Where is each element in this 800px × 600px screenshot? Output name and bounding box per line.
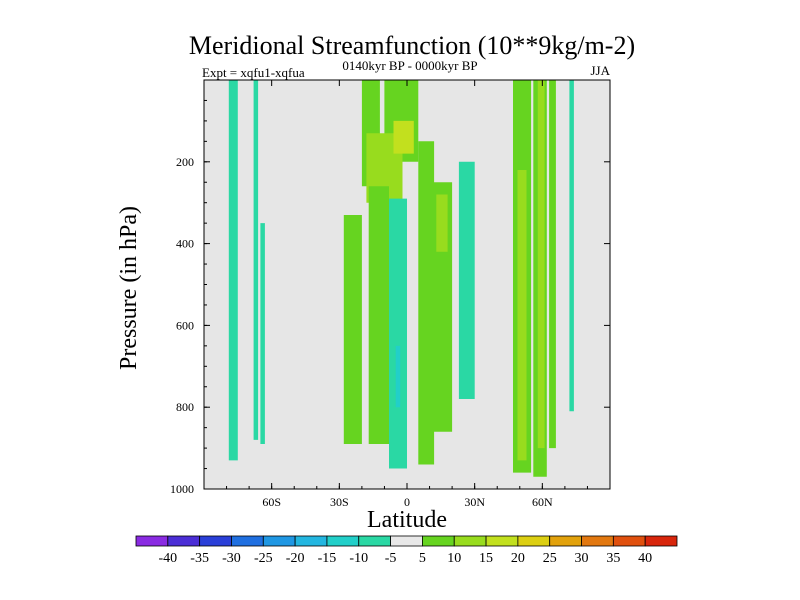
colorbar-label: 10 (447, 551, 461, 566)
contour-region-10 (395, 345, 401, 408)
colorbar-label: 25 (543, 551, 557, 566)
contour-region-19 (549, 80, 556, 449)
colorbar-box (135, 535, 169, 547)
x-tick-label: 60S (262, 495, 281, 509)
colorbar-label: -30 (222, 551, 241, 566)
contour-region-14 (458, 161, 475, 399)
contour-region-7 (343, 215, 362, 444)
colorbar-label: 20 (511, 551, 525, 566)
y-axis-ticks: 200 400 600 800 1000 (170, 79, 610, 496)
left-string: Expt = xqfu1-xqfua (202, 65, 305, 80)
contour-region-6 (393, 120, 414, 154)
colorbar-label: -35 (190, 551, 209, 566)
colorbar-box (612, 535, 646, 547)
contour-region-5 (366, 133, 403, 203)
y-axis-label: Pressure (in hPa) (116, 206, 142, 370)
y-tick-label: 1000 (170, 482, 194, 496)
y-tick-label: 800 (176, 400, 194, 414)
x-tick-label: 0 (404, 495, 410, 509)
colorbar-box (262, 535, 296, 547)
colorbar-box (231, 535, 264, 547)
right-string: JJA (590, 63, 610, 78)
colorbar-box (199, 535, 232, 547)
colorbar-label: 5 (419, 551, 426, 566)
colorbar-box (390, 535, 423, 547)
contour-region-2 (260, 223, 265, 444)
contour-region-8 (368, 186, 389, 445)
colorbar-box (326, 535, 360, 547)
contour-region-20 (569, 80, 574, 412)
colorbar-box (549, 535, 582, 547)
y-tick-label: 600 (176, 318, 194, 332)
colorbar-label: -10 (349, 551, 368, 566)
contour-region-1 (253, 80, 259, 440)
center-string: 0140kyr BP - 0000kyr BP (342, 58, 477, 73)
colorbar-box (453, 535, 487, 547)
contour-region-13 (436, 194, 448, 252)
colorbar-box (485, 535, 519, 547)
colorbar-label: -5 (385, 551, 397, 566)
colorbar-label: -20 (286, 551, 305, 566)
colorbar-label: 30 (575, 551, 589, 566)
colorbar-box (517, 535, 551, 547)
colorbar-label: -40 (158, 551, 177, 566)
colorbar-box (581, 535, 614, 547)
colorbar: -40 -35 -30 -25 -20 -15 -10 -5 5 10 15 20 25 30 35 40 (135, 535, 678, 566)
x-axis-label: Latitude (367, 507, 447, 533)
x-tick-label: 30N (464, 495, 485, 509)
chart-title: Meridional Streamfunction (10**9kg/m-2) (189, 31, 635, 60)
contour-region-9 (389, 198, 407, 469)
contour-regions (228, 80, 574, 477)
colorbar-label: 40 (638, 551, 652, 566)
contour-region-0 (228, 80, 238, 461)
colorbar-label: 15 (479, 551, 493, 566)
y-tick-label: 200 (176, 155, 194, 169)
contour-region-18 (537, 80, 545, 449)
colorbar-label: -15 (318, 551, 337, 566)
colorbar-box (358, 535, 391, 547)
colorbar-box (167, 535, 201, 547)
colorbar-box (294, 535, 328, 547)
x-tick-label: 30S (330, 495, 349, 509)
colorbar-box (644, 535, 678, 547)
contour-region-16 (517, 170, 527, 461)
colorbar-box (422, 535, 455, 547)
x-tick-label: 60N (532, 495, 553, 509)
colorbar-label: -25 (254, 551, 273, 566)
colorbar-label: 35 (606, 551, 620, 566)
y-tick-label: 400 (176, 237, 194, 251)
